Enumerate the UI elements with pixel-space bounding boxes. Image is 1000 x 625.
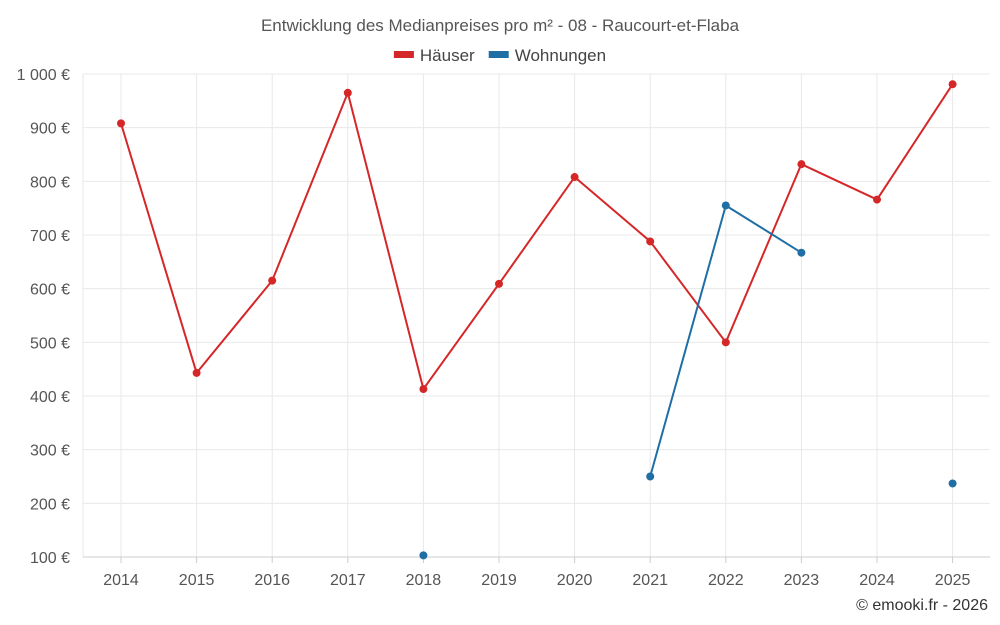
x-tick-label: 2025 [935, 572, 971, 589]
data-point[interactable] [646, 472, 655, 481]
data-point[interactable] [721, 338, 730, 347]
data-point[interactable] [948, 479, 957, 488]
x-tick-label: 2021 [632, 572, 668, 589]
y-tick-label: 900 € [30, 121, 70, 138]
legend-item-1[interactable]: Wohnungen [488, 46, 606, 65]
y-tick-label: 600 € [30, 282, 70, 299]
series-line [120, 83, 954, 391]
legend-swatch [393, 51, 414, 58]
data-point[interactable] [873, 195, 881, 204]
x-tick-label: 2024 [859, 572, 895, 589]
series [117, 80, 957, 560]
data-point[interactable] [419, 385, 428, 394]
x-tick-label: 2017 [330, 572, 366, 589]
legend-item-0[interactable]: Häuser [393, 46, 475, 65]
data-point[interactable] [948, 80, 957, 89]
legend-label: Wohnungen [515, 46, 606, 65]
axes: 100 € 200 € 300 € 400 € 500 € 600 € 700 € 800 €… [17, 67, 990, 589]
y-tick-label: 1 000 € [17, 67, 70, 84]
data-point[interactable] [721, 201, 730, 210]
data-point[interactable] [646, 237, 655, 246]
series-0 [117, 80, 957, 394]
data-point[interactable] [268, 276, 277, 285]
data-point[interactable] [495, 279, 503, 288]
grid [83, 73, 990, 557]
x-tick-label: 2023 [784, 572, 820, 589]
y-tick-label: 200 € [30, 496, 70, 513]
series-1 [419, 201, 957, 560]
x-tick-label: 2014 [103, 572, 139, 589]
x-tick-label: 2019 [481, 572, 517, 589]
legend-swatch [488, 51, 509, 58]
data-point[interactable] [797, 160, 806, 169]
legend: Häuser Wohnungen [393, 46, 606, 65]
credit-text: © emooki.fr - 2026 [856, 597, 988, 614]
data-point[interactable] [343, 88, 352, 97]
y-tick-label: 800 € [30, 174, 70, 191]
legend-label: Häuser [420, 46, 475, 65]
x-tick-label: 2016 [254, 572, 290, 589]
data-point[interactable] [192, 368, 201, 377]
x-tick-label: 2022 [708, 572, 744, 589]
x-tick-label: 2015 [179, 572, 215, 589]
y-tick-label: 500 € [30, 335, 70, 352]
data-point[interactable] [419, 551, 428, 560]
data-point[interactable] [117, 119, 125, 128]
y-tick-label: 400 € [30, 389, 70, 406]
y-tick-label: 300 € [30, 443, 70, 460]
x-tick-label: 2018 [406, 572, 442, 589]
x-tick-label: 2020 [557, 572, 593, 589]
data-point[interactable] [797, 248, 806, 257]
y-tick-label: 700 € [30, 228, 70, 245]
data-point[interactable] [570, 173, 579, 182]
y-tick-label: 100 € [30, 550, 70, 567]
chart-title: Entwicklung des Medianpreises pro m² - 0… [261, 16, 740, 35]
